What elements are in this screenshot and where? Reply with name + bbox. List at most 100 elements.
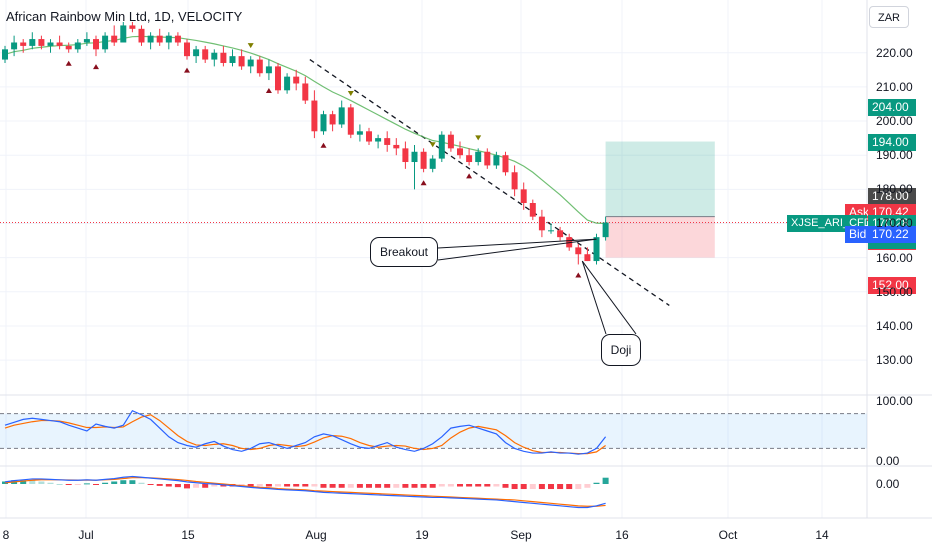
macd-histogram-bar xyxy=(511,484,518,490)
candle-body xyxy=(411,151,418,163)
y-tick-label: 180.00 xyxy=(876,182,913,197)
y-tick-label: 160.00 xyxy=(876,250,913,265)
macd-histogram-bar xyxy=(602,477,609,484)
macd-histogram-bar xyxy=(147,484,154,485)
macd-histogram-bar xyxy=(411,484,418,488)
candle xyxy=(511,165,518,197)
candle xyxy=(593,233,600,265)
macd-histogram-bar xyxy=(93,484,99,485)
macd-histogram-bar xyxy=(493,484,500,487)
macd-histogram-bar xyxy=(247,484,254,487)
bid-price-tag: 170.22 xyxy=(868,225,916,243)
macd-histogram-bar xyxy=(329,484,336,488)
candle-body xyxy=(457,148,463,156)
candle xyxy=(393,138,400,156)
doji-pointer xyxy=(581,260,607,335)
candle-body xyxy=(2,49,8,60)
macd-histogram-bar xyxy=(74,484,81,485)
macd-histogram-bar xyxy=(429,484,436,488)
candle-body xyxy=(366,131,372,142)
macd-histogram-bar xyxy=(375,484,382,488)
fractal-low-marker xyxy=(93,64,99,70)
x-tick-label: 19 xyxy=(415,528,429,542)
candle xyxy=(229,49,236,67)
y-tick-label: 150.00 xyxy=(876,284,913,299)
macd-histogram-bar xyxy=(111,481,118,484)
macd-histogram-bar xyxy=(38,481,45,484)
macd-histogram-bar xyxy=(202,484,209,488)
position-profit-zone xyxy=(605,141,715,217)
candle xyxy=(557,226,564,241)
candle-body xyxy=(184,42,190,57)
candle xyxy=(265,59,272,81)
candle xyxy=(247,56,254,74)
candle xyxy=(47,39,54,53)
annotation-doji[interactable]: Doji xyxy=(601,334,641,366)
x-tick-label: Aug xyxy=(305,528,327,542)
candle xyxy=(320,110,327,135)
candle xyxy=(2,45,8,63)
macd-histogram-bar xyxy=(311,484,318,487)
candle xyxy=(56,35,63,50)
candle-body xyxy=(174,35,181,43)
candle xyxy=(429,155,436,173)
candle xyxy=(338,100,345,128)
macd-histogram-bar xyxy=(356,484,363,488)
candle-body xyxy=(20,42,27,46)
candle xyxy=(402,141,409,169)
candle xyxy=(93,35,99,57)
candle-body xyxy=(438,134,445,159)
candle xyxy=(38,35,45,50)
macd-zero-label: 0.00 xyxy=(876,477,900,491)
candle xyxy=(602,216,609,241)
candle xyxy=(293,69,300,91)
macd-histogram-bar xyxy=(538,484,545,490)
candle-body xyxy=(11,42,18,50)
candle-body xyxy=(93,39,99,50)
annotation-breakout[interactable]: Breakout xyxy=(370,237,438,267)
candle-body xyxy=(375,138,382,142)
candle xyxy=(584,247,591,262)
macd-histogram-bar xyxy=(384,484,391,488)
fractal-low-marker xyxy=(265,88,272,94)
candle xyxy=(375,134,382,149)
candle-body xyxy=(147,35,154,43)
macd-histogram-bar xyxy=(584,484,591,488)
macd-histogram-bar xyxy=(366,484,372,488)
candle-body xyxy=(475,151,482,163)
candle-body xyxy=(193,49,200,57)
candle xyxy=(156,28,163,46)
candle-body xyxy=(329,114,336,125)
candle xyxy=(420,148,427,173)
fractal-high-marker xyxy=(475,135,482,141)
candle-body xyxy=(575,247,582,255)
candle xyxy=(11,35,18,57)
candle xyxy=(384,131,391,152)
fractal-high-marker xyxy=(429,142,436,148)
candle-body xyxy=(466,155,473,163)
candle-body xyxy=(211,52,218,60)
macd-histogram-bar xyxy=(557,484,564,490)
candle xyxy=(329,110,336,132)
candle-body xyxy=(29,39,36,46)
candle xyxy=(466,148,473,166)
y-tick-label: 210.00 xyxy=(876,79,913,94)
macd-histogram-bar xyxy=(320,484,327,488)
candle xyxy=(275,62,281,94)
trendline xyxy=(309,59,670,306)
candle xyxy=(493,151,500,169)
candle xyxy=(138,25,145,46)
candle-body xyxy=(420,151,427,169)
candle xyxy=(356,124,363,142)
macd-histogram-bar xyxy=(438,484,445,487)
candle xyxy=(548,223,554,234)
macd-histogram-bar xyxy=(338,484,345,488)
currency-selector[interactable]: ZAR xyxy=(869,6,909,28)
macd-histogram-bar xyxy=(47,482,54,484)
x-tick-label: Oct xyxy=(718,528,738,542)
price-tag: 178.00 xyxy=(868,188,916,206)
candle xyxy=(302,76,309,104)
macd-histogram-bar xyxy=(475,484,482,487)
x-tick-label: 8 xyxy=(2,528,10,542)
